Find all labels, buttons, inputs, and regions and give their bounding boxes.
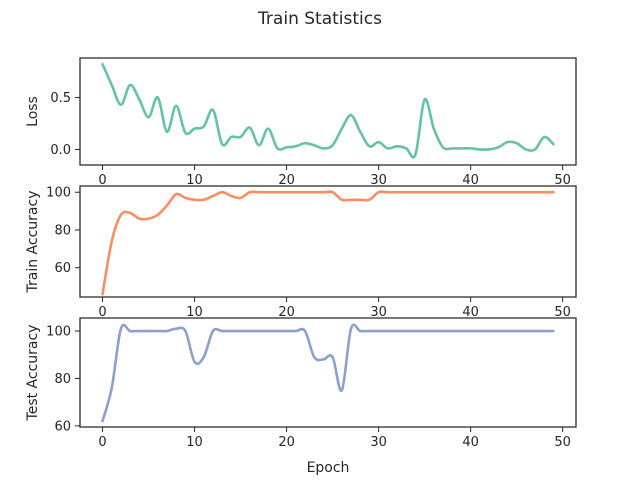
x-tick-label: 0: [98, 305, 106, 320]
panel-1: 0.0 0.5 0 10 20 30 40 50 Loss: [25, 57, 577, 188]
y-tick-label: 80: [54, 223, 71, 238]
series-line-panel-3: [101, 323, 555, 423]
y-tick-label: 100: [46, 325, 71, 340]
x-tick-label: 20: [278, 435, 295, 450]
x-tick-label: 0: [98, 435, 106, 450]
y-axis-label-panel-2: Train Accuracy: [25, 191, 41, 294]
x-tick-label: 20: [278, 173, 295, 188]
y-tick-label: 100: [46, 186, 71, 201]
y-tick-label: 80: [54, 372, 71, 387]
x-tick-label: 10: [186, 173, 203, 188]
panel-2: 60 80 100 0 10 20 30 40 50 Train Accuracy: [25, 185, 577, 320]
series-line-panel-2: [101, 190, 555, 296]
x-tick-label: 30: [370, 435, 387, 450]
y-axis-label-panel-1: Loss: [25, 96, 41, 127]
series-line-panel-1: [101, 62, 555, 159]
y-tick-label: 0.5: [50, 91, 71, 106]
x-tick-label: 30: [370, 173, 387, 188]
y-tick-label: 60: [54, 419, 71, 434]
x-tick-label: 40: [462, 173, 479, 188]
x-tick-label: 40: [462, 435, 479, 450]
x-tick-label: 40: [462, 305, 479, 320]
plot-frame: [79, 185, 577, 298]
x-tick-label: 50: [554, 435, 571, 450]
x-tick-label: 10: [186, 435, 203, 450]
y-axis-label-panel-3: Test Accuracy: [25, 325, 41, 422]
plot-frame: [79, 317, 577, 428]
x-tick-label: 0: [98, 173, 106, 188]
x-tick-label: 50: [554, 173, 571, 188]
x-axis-label: Epoch: [307, 460, 350, 476]
x-tick-label: 20: [278, 305, 295, 320]
x-tick-label: 10: [186, 305, 203, 320]
chart-title: Train Statistics: [257, 9, 382, 29]
x-tick-label: 50: [554, 305, 571, 320]
x-tick-label: 30: [370, 305, 387, 320]
y-tick-label: 60: [54, 261, 71, 276]
plot-frame: [79, 57, 577, 166]
panel-3: 60 80 100 0 10 20 30 40 50 Test Accuracy: [25, 317, 577, 450]
y-tick-label: 0.0: [50, 143, 71, 158]
